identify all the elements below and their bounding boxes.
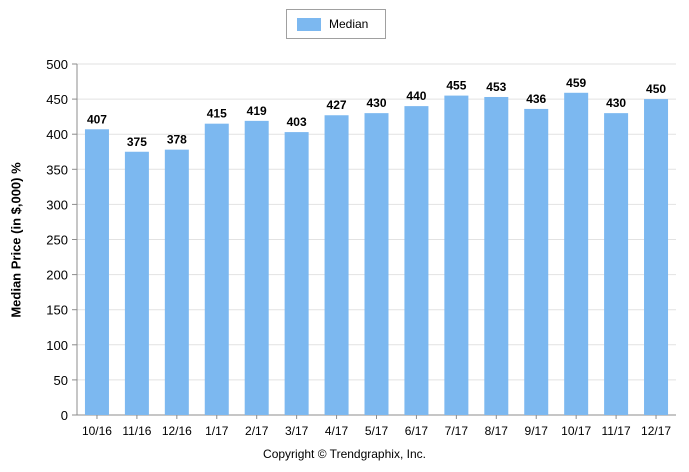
data-label: 450 [646,82,666,96]
x-tick-label: 8/17 [485,424,509,438]
y-tick-label: 450 [46,92,68,107]
y-axis-label: Median Price (in $,000) % [8,162,24,318]
legend: Median [286,9,386,39]
y-tick-label: 200 [46,268,68,283]
bar [84,129,109,415]
data-label: 375 [127,135,147,149]
data-label: 436 [526,92,546,106]
x-tick-label: 4/17 [325,424,349,438]
x-tick-label: 10/17 [561,424,591,438]
legend-label: Median [329,17,369,31]
bar [244,120,269,415]
x-tick-label: 1/17 [205,424,229,438]
y-tick-label: 100 [46,338,68,353]
data-label: 407 [87,112,107,126]
data-label: 455 [446,79,466,93]
y-tick-label: 250 [46,233,68,248]
data-label: 378 [167,133,187,147]
y-tick-label: 500 [46,57,68,72]
bar [364,113,389,415]
copyright-footer: Copyright © Trendgraphix, Inc. [263,447,426,461]
bar [644,99,669,415]
x-tick-label: 11/16 [122,424,151,438]
legend-swatch [297,17,321,31]
data-label: 403 [287,115,307,129]
data-label: 453 [486,80,506,94]
y-tick-label: 150 [46,303,68,318]
y-tick-label: 300 [46,197,68,212]
bar [284,132,309,415]
y-tick-label: 350 [46,162,68,177]
y-tick-label: 50 [54,373,68,388]
data-label: 440 [406,89,426,103]
x-tick-label: 6/17 [405,424,429,438]
x-tick-label: 12/16 [162,424,192,438]
bar [444,95,469,415]
bar [604,113,629,415]
x-tick-label: 5/17 [365,424,389,438]
bar [324,115,349,415]
x-tick-label: 9/17 [525,424,549,438]
x-tick-label: 2/17 [245,424,269,438]
bar [524,108,549,415]
bar [564,92,589,416]
bar [204,123,229,416]
x-tick-label: 11/17 [602,424,631,438]
x-tick-label: 12/17 [641,424,671,438]
data-label: 430 [366,96,386,110]
y-tick-label: 0 [61,408,68,423]
bar [124,151,149,415]
data-label: 459 [566,76,586,90]
bar [164,149,189,416]
data-label: 419 [247,104,267,118]
bar [484,96,509,415]
data-label: 430 [606,96,626,110]
x-tick-label: 3/17 [285,424,309,438]
bar [404,106,429,416]
data-label: 427 [327,98,347,112]
x-tick-label: 7/17 [445,424,469,438]
data-label: 415 [207,107,227,121]
x-tick-label: 10/16 [82,424,112,438]
y-tick-label: 400 [46,127,68,142]
